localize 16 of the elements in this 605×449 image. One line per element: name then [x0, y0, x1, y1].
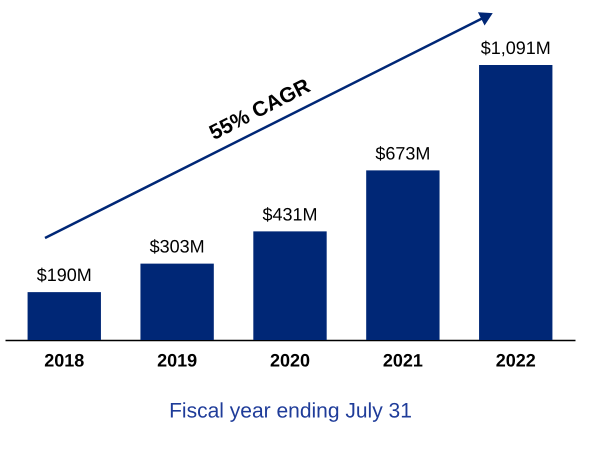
data-label: $303M — [150, 236, 205, 257]
x-tick-label: 2018 — [44, 350, 84, 370]
data-label: $190M — [36, 265, 92, 286]
bar — [253, 231, 327, 340]
bar — [28, 292, 101, 340]
x-tick-label: 2020 — [270, 350, 310, 370]
bar — [479, 65, 552, 340]
x-tick-label: 2019 — [157, 350, 198, 370]
x-tick-label: 2022 — [496, 350, 536, 370]
x-tick-label: 2021 — [382, 350, 423, 370]
data-label: $431M — [262, 204, 318, 224]
data-label: $1,091M — [480, 38, 551, 58]
x-axis-title: Fiscal year ending July 31 — [169, 400, 412, 422]
data-label: $673M — [375, 143, 430, 164]
bar — [366, 170, 440, 340]
bar — [140, 264, 214, 340]
